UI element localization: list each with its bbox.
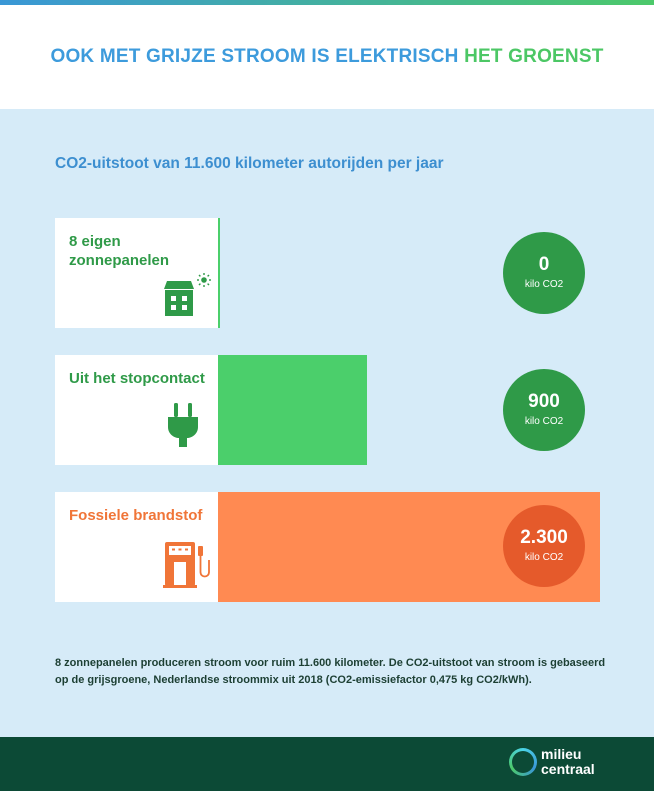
category-label: 8 eigen zonnepanelen bbox=[69, 233, 170, 269]
value-badge: 0 kilo CO2 bbox=[503, 232, 585, 314]
title-part-blue: OOK MET GRIJZE STROOM IS ELEKTRISCH bbox=[50, 46, 459, 67]
unit-label: kilo CO2 bbox=[524, 279, 564, 290]
chart-row: Fossiele brandstof 2.300 kilo CO2 bbox=[55, 492, 600, 602]
category-box: 8 eigen zonnepanelen bbox=[55, 218, 218, 328]
chart-row: Uit het stopcontact 900 kilo CO2 bbox=[55, 355, 600, 465]
footnote: 8 zonnepanelen produceren stroom voor ru… bbox=[55, 657, 606, 686]
logo-line-2: centraal bbox=[541, 761, 595, 777]
title-part-green: HET GROENST bbox=[464, 46, 604, 67]
value-badge: 900 kilo CO2 bbox=[503, 369, 585, 451]
category-label: Fossiele brandstof bbox=[69, 507, 203, 524]
bar bbox=[218, 218, 220, 328]
plug-icon bbox=[163, 401, 203, 454]
value-label: 2.300 bbox=[520, 527, 568, 548]
header bbox=[0, 5, 654, 109]
solar-house-icon bbox=[162, 272, 212, 323]
footer bbox=[0, 737, 654, 791]
category-box: Fossiele brandstof bbox=[55, 492, 218, 602]
bar bbox=[218, 355, 368, 465]
page-title: OOK MET GRIJZE STROOM IS ELEKTRISCH HET … bbox=[0, 46, 654, 68]
logo-text: milieu centraal bbox=[541, 747, 595, 777]
top-gradient-bar bbox=[0, 0, 654, 5]
chart-title: CO2-uitstoot van 11.600 kilometer autori… bbox=[55, 155, 444, 172]
category-label: Uit het stopcontact bbox=[69, 370, 205, 387]
fuel-pump-icon bbox=[163, 540, 213, 595]
value-label: 900 bbox=[528, 391, 560, 412]
value-badge: 2.300 kilo CO2 bbox=[503, 505, 585, 587]
chart-row: 8 eigen zonnepanelen 0 kilo CO2 bbox=[55, 218, 600, 328]
unit-label: kilo CO2 bbox=[524, 416, 564, 427]
logo-line-1: milieu bbox=[541, 746, 582, 762]
category-box: Uit het stopcontact bbox=[55, 355, 218, 465]
value-label: 0 bbox=[538, 254, 550, 275]
logo-ring-icon bbox=[509, 748, 537, 776]
unit-label: kilo CO2 bbox=[524, 552, 564, 563]
